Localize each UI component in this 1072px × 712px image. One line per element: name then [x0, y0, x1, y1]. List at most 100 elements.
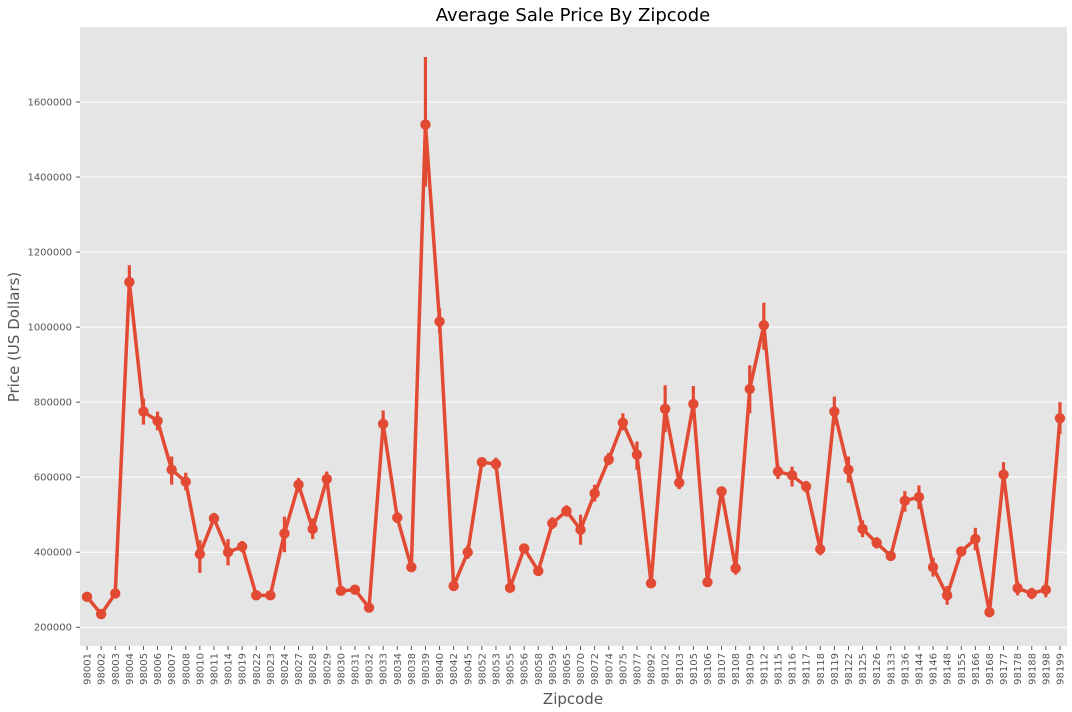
x-tick-label: 98072 — [590, 653, 601, 685]
x-tick-label: 98178 — [1013, 653, 1024, 685]
x-tick-label: 98155 — [957, 653, 968, 685]
data-point — [871, 537, 882, 549]
data-point — [716, 486, 727, 497]
data-point — [335, 585, 347, 597]
x-tick-label: 98002 — [97, 653, 108, 685]
x-tick-label: 98112 — [759, 653, 770, 685]
x-tick-label: 98092 — [647, 653, 658, 685]
data-point — [688, 398, 699, 410]
data-point — [222, 547, 234, 558]
x-tick-label: 98031 — [350, 653, 361, 685]
data-point — [547, 518, 558, 529]
data-point — [885, 550, 896, 562]
x-tick-label: 98146 — [929, 653, 940, 685]
x-tick-label: 98108 — [731, 653, 742, 685]
x-tick-label: 98168 — [985, 653, 996, 685]
data-point — [772, 466, 784, 477]
x-tick-label: 98022 — [252, 653, 263, 685]
data-point — [843, 464, 854, 475]
data-point — [617, 417, 629, 428]
x-tick-label: 98075 — [618, 653, 629, 685]
x-tick-label: 98166 — [971, 653, 982, 685]
y-axis-label: Price (US Dollars) — [5, 272, 23, 403]
data-point — [589, 488, 600, 499]
data-point — [476, 456, 488, 468]
x-tick-label: 98116 — [788, 653, 799, 685]
x-tick-label: 98030 — [336, 653, 347, 685]
x-tick-label: 98133 — [886, 653, 897, 685]
data-point — [1040, 584, 1052, 595]
data-point — [166, 464, 177, 475]
x-tick-label: 98029 — [322, 653, 333, 685]
data-point — [533, 565, 544, 577]
data-point — [110, 588, 121, 599]
data-point — [518, 543, 530, 554]
data-point — [645, 578, 657, 589]
data-point — [631, 449, 643, 460]
data-point — [95, 608, 107, 620]
x-tick-label: 98125 — [858, 653, 869, 685]
x-tick-label: 98034 — [393, 653, 404, 685]
x-tick-label: 98109 — [745, 653, 756, 685]
y-tick-label: 1000000 — [27, 323, 72, 334]
x-tick-label: 98118 — [816, 653, 827, 685]
data-point — [970, 533, 981, 545]
data-point — [194, 548, 206, 560]
data-point — [730, 563, 741, 574]
x-tick-label: 98042 — [449, 653, 460, 685]
x-tick-label: 98056 — [520, 653, 531, 685]
data-point — [702, 577, 713, 588]
data-point — [152, 415, 163, 427]
y-tick-label: 1600000 — [27, 98, 72, 109]
x-tick-label: 98006 — [153, 653, 164, 685]
y-tick-label: 400000 — [34, 548, 72, 559]
series-line — [85, 122, 1062, 616]
data-point — [377, 418, 389, 430]
x-tick-labels: 98001 98002 98003 98004 98005 98006 98007 98008… — [83, 646, 1066, 685]
x-tick-label: 98039 — [421, 653, 432, 685]
x-tick-label: 98103 — [675, 653, 686, 685]
data-point — [561, 505, 572, 517]
data-point — [180, 476, 191, 487]
data-point — [349, 584, 361, 595]
x-tick-label: 98117 — [802, 653, 813, 685]
x-tick-label: 98126 — [872, 653, 883, 685]
data-point — [984, 607, 995, 618]
x-tick-label: 98010 — [195, 653, 206, 685]
data-point — [279, 528, 290, 539]
x-tick-label: 98005 — [139, 653, 150, 685]
x-tick-label: 98032 — [365, 653, 376, 685]
x-tick-label: 98052 — [477, 653, 488, 685]
data-point — [293, 479, 304, 490]
x-tick-label: 98102 — [661, 653, 672, 685]
data-point — [236, 541, 248, 552]
x-tick-label: 98045 — [463, 653, 474, 685]
data-point — [829, 406, 840, 417]
x-tick-label: 98070 — [576, 653, 587, 685]
y-tick-labels: 200000 400000 600000 800000 1000000 1200000 14… — [27, 98, 80, 634]
data-point — [448, 580, 459, 592]
x-tick-label: 98074 — [604, 653, 615, 685]
data-point — [659, 403, 671, 415]
data-point — [927, 562, 939, 573]
data-point — [138, 406, 149, 417]
x-tick-label: 98019 — [238, 653, 249, 685]
data-point — [307, 523, 318, 535]
x-tick-label: 98058 — [534, 653, 545, 685]
data-point — [1054, 413, 1066, 424]
x-tick-label: 98106 — [703, 653, 714, 685]
x-tick-label: 98033 — [379, 653, 390, 685]
x-tick-label: 98024 — [280, 653, 291, 685]
x-tick-label: 98144 — [914, 653, 925, 685]
x-tick-label: 98122 — [844, 653, 855, 685]
x-tick-label: 98053 — [491, 653, 502, 685]
x-tick-label: 98148 — [943, 653, 954, 685]
data-point — [208, 513, 220, 524]
data-point — [490, 458, 502, 470]
y-tick-label: 600000 — [34, 473, 72, 484]
chart-title: Average Sale Price By Zipcode — [436, 5, 710, 26]
x-tick-label: 98023 — [266, 653, 277, 685]
data-point — [857, 523, 868, 535]
data-point — [392, 512, 403, 523]
